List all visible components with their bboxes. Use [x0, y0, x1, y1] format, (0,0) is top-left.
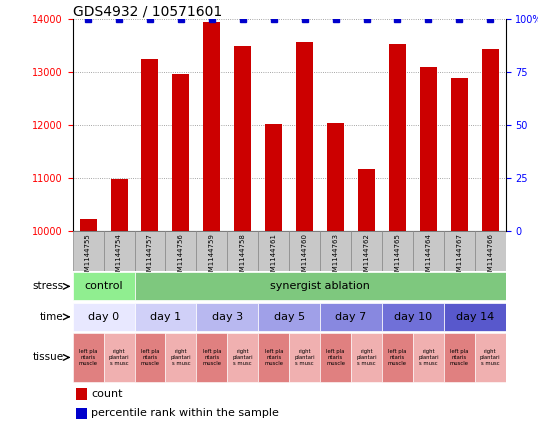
Bar — [327, 123, 344, 231]
Text: left pla
ntaris
muscle: left pla ntaris muscle — [388, 349, 407, 366]
FancyBboxPatch shape — [166, 333, 196, 382]
Text: GSM1144767: GSM1144767 — [456, 233, 462, 280]
Text: right
plantari
s musc: right plantari s musc — [356, 349, 377, 366]
FancyBboxPatch shape — [258, 303, 320, 331]
Text: right
plantari
s musc: right plantari s musc — [232, 349, 253, 366]
Text: GSM1144757: GSM1144757 — [147, 233, 153, 280]
Text: tissue: tissue — [32, 352, 63, 363]
Bar — [296, 42, 313, 231]
FancyBboxPatch shape — [351, 333, 382, 382]
Text: day 5: day 5 — [274, 312, 305, 322]
Bar — [141, 59, 159, 231]
Text: right
plantari
s musc: right plantari s musc — [109, 349, 129, 366]
Text: GSM1144764: GSM1144764 — [426, 233, 431, 280]
Text: left pla
ntaris
muscle: left pla ntaris muscle — [450, 349, 469, 366]
Bar — [451, 78, 468, 231]
FancyBboxPatch shape — [134, 272, 506, 300]
FancyBboxPatch shape — [289, 231, 320, 271]
Text: GSM1144758: GSM1144758 — [240, 233, 246, 280]
FancyBboxPatch shape — [413, 333, 444, 382]
Text: day 1: day 1 — [150, 312, 181, 322]
Text: GSM1144765: GSM1144765 — [394, 233, 400, 280]
FancyBboxPatch shape — [73, 272, 134, 300]
Text: GSM1144759: GSM1144759 — [209, 233, 215, 280]
Text: day 14: day 14 — [456, 312, 494, 322]
FancyBboxPatch shape — [166, 231, 196, 271]
Bar — [389, 44, 406, 231]
FancyBboxPatch shape — [444, 231, 475, 271]
Text: left pla
ntaris
muscle: left pla ntaris muscle — [264, 349, 283, 366]
Text: time: time — [40, 312, 63, 322]
Text: GSM1144754: GSM1144754 — [116, 233, 122, 280]
FancyBboxPatch shape — [444, 303, 506, 331]
Bar — [358, 169, 375, 231]
Text: right
plantari
s musc: right plantari s musc — [418, 349, 438, 366]
FancyBboxPatch shape — [196, 303, 258, 331]
Text: GSM1144755: GSM1144755 — [85, 233, 91, 280]
Text: left pla
ntaris
muscle: left pla ntaris muscle — [326, 349, 345, 366]
FancyBboxPatch shape — [258, 231, 289, 271]
Bar — [420, 67, 437, 231]
FancyBboxPatch shape — [475, 231, 506, 271]
FancyBboxPatch shape — [103, 333, 134, 382]
Text: day 7: day 7 — [335, 312, 367, 322]
FancyBboxPatch shape — [258, 333, 289, 382]
Text: right
plantari
s musc: right plantari s musc — [294, 349, 315, 366]
FancyBboxPatch shape — [413, 231, 444, 271]
Text: left pla
ntaris
muscle: left pla ntaris muscle — [79, 349, 97, 366]
FancyBboxPatch shape — [382, 231, 413, 271]
FancyBboxPatch shape — [73, 333, 103, 382]
Text: left pla
ntaris
muscle: left pla ntaris muscle — [202, 349, 221, 366]
FancyBboxPatch shape — [320, 231, 351, 271]
FancyBboxPatch shape — [134, 333, 166, 382]
FancyBboxPatch shape — [196, 231, 227, 271]
Bar — [234, 46, 251, 231]
Text: right
plantari
s musc: right plantari s musc — [171, 349, 191, 366]
FancyBboxPatch shape — [289, 333, 320, 382]
FancyBboxPatch shape — [103, 231, 134, 271]
Text: GSM1144760: GSM1144760 — [302, 233, 308, 280]
Text: day 0: day 0 — [88, 312, 119, 322]
Bar — [203, 22, 221, 231]
FancyBboxPatch shape — [73, 231, 103, 271]
FancyBboxPatch shape — [444, 333, 475, 382]
Bar — [80, 219, 97, 231]
Bar — [265, 124, 282, 231]
FancyBboxPatch shape — [320, 303, 382, 331]
FancyBboxPatch shape — [134, 231, 166, 271]
Bar — [76, 408, 87, 419]
Text: GSM1144766: GSM1144766 — [487, 233, 493, 280]
FancyBboxPatch shape — [475, 333, 506, 382]
FancyBboxPatch shape — [134, 303, 196, 331]
Bar — [172, 74, 189, 231]
FancyBboxPatch shape — [320, 333, 351, 382]
Text: right
plantari
s musc: right plantari s musc — [480, 349, 500, 366]
FancyBboxPatch shape — [196, 333, 227, 382]
FancyBboxPatch shape — [382, 333, 413, 382]
Text: synergist ablation: synergist ablation — [270, 281, 370, 291]
Text: GDS4932 / 10571601: GDS4932 / 10571601 — [73, 4, 222, 18]
Text: percentile rank within the sample: percentile rank within the sample — [91, 408, 279, 418]
Text: day 10: day 10 — [394, 312, 432, 322]
Bar — [76, 388, 87, 400]
FancyBboxPatch shape — [73, 303, 134, 331]
Bar — [110, 179, 128, 231]
Text: GSM1144761: GSM1144761 — [271, 233, 277, 280]
Text: GSM1144763: GSM1144763 — [332, 233, 338, 280]
Bar — [482, 49, 499, 231]
FancyBboxPatch shape — [227, 231, 258, 271]
Text: control: control — [84, 281, 123, 291]
Text: count: count — [91, 389, 123, 399]
FancyBboxPatch shape — [382, 303, 444, 331]
Text: day 3: day 3 — [212, 312, 243, 322]
Text: GSM1144756: GSM1144756 — [178, 233, 184, 280]
FancyBboxPatch shape — [227, 333, 258, 382]
Text: GSM1144762: GSM1144762 — [364, 233, 370, 280]
Text: stress: stress — [32, 281, 63, 291]
FancyBboxPatch shape — [351, 231, 382, 271]
Text: left pla
ntaris
muscle: left pla ntaris muscle — [140, 349, 159, 366]
